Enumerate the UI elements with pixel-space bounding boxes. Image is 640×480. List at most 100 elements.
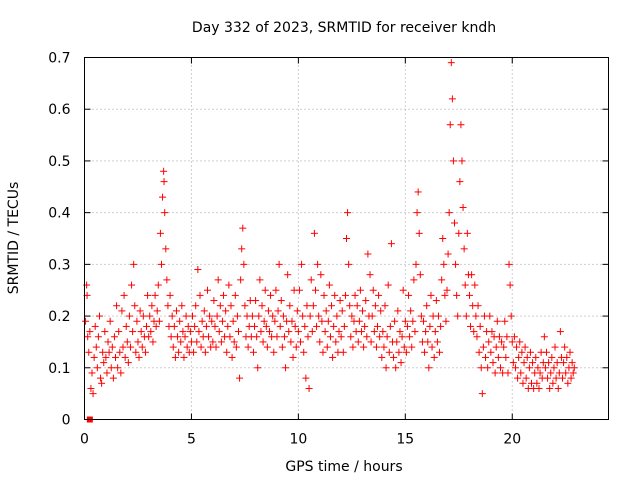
data-point	[475, 348, 483, 356]
data-point	[391, 317, 399, 325]
data-point	[344, 209, 352, 217]
data-point	[205, 333, 213, 341]
data-point	[523, 353, 531, 361]
data-point	[503, 333, 511, 341]
data-point	[465, 291, 473, 299]
data-point	[116, 348, 124, 356]
data-point	[351, 291, 359, 299]
data-point	[569, 369, 577, 377]
data-point	[249, 348, 257, 356]
data-point	[179, 328, 187, 336]
data-point	[487, 348, 495, 356]
data-point	[169, 343, 177, 351]
data-point	[269, 312, 277, 320]
data-point	[552, 374, 560, 382]
data-point	[395, 348, 403, 356]
data-point	[457, 121, 465, 129]
data-point	[202, 322, 210, 330]
data-point	[157, 260, 165, 268]
data-point	[229, 317, 237, 325]
data-point	[411, 328, 419, 336]
data-point	[414, 188, 422, 196]
data-point	[279, 312, 287, 320]
data-point	[148, 302, 156, 310]
data-point	[256, 276, 264, 284]
data-point	[354, 338, 362, 346]
data-point	[224, 322, 232, 330]
plot-frame	[84, 57, 609, 420]
data-point	[332, 338, 340, 346]
data-point	[98, 379, 106, 387]
data-point	[309, 302, 317, 310]
data-point	[119, 343, 127, 351]
data-point	[231, 291, 239, 299]
data-point	[139, 312, 147, 320]
data-point	[419, 317, 427, 325]
data-point	[470, 328, 478, 336]
data-point	[556, 328, 564, 336]
data-point	[261, 286, 269, 294]
data-point	[101, 328, 109, 336]
data-point	[489, 359, 497, 367]
data-point	[514, 374, 522, 382]
data-point	[403, 322, 411, 330]
data-point	[454, 312, 462, 320]
data-point	[259, 338, 267, 346]
data-point	[372, 343, 380, 351]
data-point	[112, 353, 120, 361]
data-point	[479, 343, 487, 351]
data-point	[128, 281, 136, 289]
data-point	[93, 364, 101, 372]
data-point	[178, 302, 186, 310]
data-point	[85, 348, 93, 356]
data-point	[99, 348, 107, 356]
data-point	[168, 312, 176, 320]
data-point	[110, 333, 118, 341]
data-point	[234, 328, 242, 336]
data-point	[213, 312, 221, 320]
data-point	[321, 328, 329, 336]
data-point	[177, 338, 185, 346]
data-point	[348, 312, 356, 320]
data-point	[488, 328, 496, 336]
data-point	[376, 333, 384, 341]
data-point	[474, 302, 482, 310]
data-point	[121, 353, 129, 361]
data-point	[392, 364, 400, 372]
data-point	[390, 353, 398, 361]
data-point	[115, 328, 123, 336]
data-point	[484, 364, 492, 372]
data-point	[550, 364, 558, 372]
data-point	[508, 338, 516, 346]
data-point	[276, 322, 284, 330]
data-point	[289, 353, 297, 361]
data-point	[341, 291, 349, 299]
data-point	[266, 328, 274, 336]
data-point	[402, 348, 410, 356]
data-point	[417, 312, 425, 320]
data-point	[254, 364, 262, 372]
data-point	[509, 359, 517, 367]
data-point	[212, 343, 220, 351]
data-point	[506, 281, 514, 289]
data-point	[240, 260, 248, 268]
data-point	[109, 374, 117, 382]
data-point	[540, 333, 548, 341]
data-point	[336, 297, 344, 305]
data-point	[535, 384, 543, 392]
data-point	[300, 348, 308, 356]
data-point	[181, 333, 189, 341]
data-point	[315, 312, 323, 320]
data-point	[251, 322, 259, 330]
x-tick-label: 15	[396, 432, 414, 448]
data-point	[337, 333, 345, 341]
data-point	[343, 235, 350, 242]
data-point	[427, 291, 435, 299]
data-point	[220, 291, 228, 299]
data-point	[476, 322, 484, 330]
y-tick-label: 0	[62, 413, 71, 429]
data-point	[473, 333, 481, 341]
data-point	[214, 276, 222, 284]
data-point	[286, 302, 294, 310]
data-point	[277, 297, 285, 305]
